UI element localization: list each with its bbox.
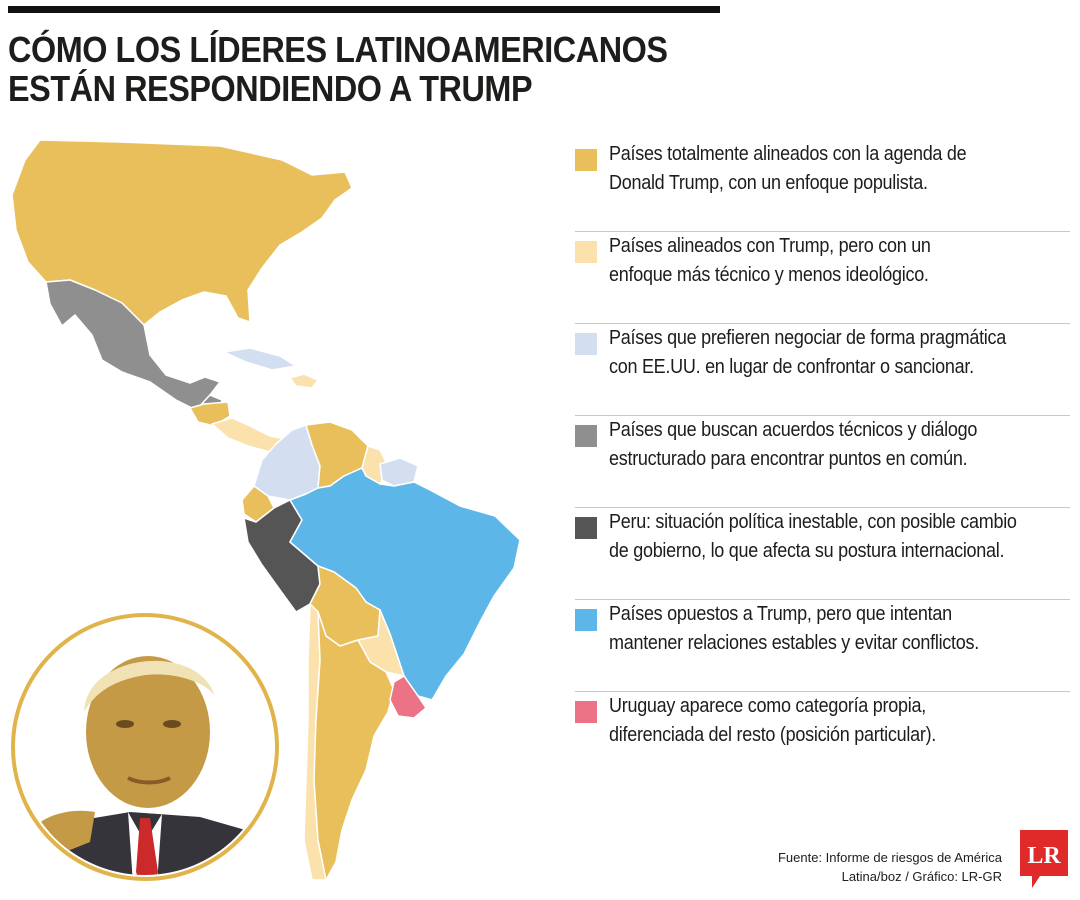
title-line-2: ESTÁN RESPONDIENDO A TRUMP bbox=[8, 68, 533, 109]
americas-map bbox=[11, 139, 521, 881]
source-credit: Fuente: Informe de riesgos de América La… bbox=[778, 848, 1002, 886]
legend-item: Países totalmente alineados con la agend… bbox=[575, 140, 1070, 232]
legend-line: con EE.UU. en lugar de confrontar o sanc… bbox=[609, 356, 974, 378]
legend-item: Peru: situación política inestable, con … bbox=[575, 508, 1070, 600]
legend-line: Uruguay aparece como categoría propia, bbox=[609, 695, 926, 717]
legend-line: diferenciada del resto (posición particu… bbox=[609, 724, 937, 746]
country-usa bbox=[11, 139, 353, 326]
face-shape bbox=[86, 656, 210, 808]
country-uruguay bbox=[389, 675, 427, 719]
legend-text: Países que prefieren negociar de forma p… bbox=[609, 324, 1024, 382]
legend-line: estructurado para encontrar puntos en co… bbox=[609, 448, 968, 470]
legend-swatch-technical-agreements bbox=[575, 425, 597, 447]
legend: Países totalmente alineados con la agend… bbox=[575, 140, 1070, 784]
legend-line: Donald Trump, con un enfoque populista. bbox=[609, 172, 928, 194]
legend-swatch-pragmatic bbox=[575, 333, 597, 355]
legend-text: Países totalmente alineados con la agend… bbox=[609, 140, 1024, 198]
legend-text: Uruguay aparece como categoría propia, d… bbox=[609, 692, 1024, 750]
legend-line: Peru: situación política inestable, con … bbox=[609, 511, 1017, 533]
legend-line: Países opuestos a Trump, pero que intent… bbox=[609, 603, 952, 625]
legend-item: Uruguay aparece como categoría propia, d… bbox=[575, 692, 1070, 784]
legend-line: enfoque más técnico y menos ideológico. bbox=[609, 264, 929, 286]
source-line-1: Fuente: Informe de riesgos de América bbox=[777, 850, 1002, 865]
legend-item: Países que buscan acuerdos técnicos y di… bbox=[575, 416, 1070, 508]
legend-swatch-populist-aligned bbox=[575, 149, 597, 171]
logo-text: LR bbox=[1027, 843, 1061, 869]
lr-logo-icon: LR bbox=[1020, 830, 1068, 888]
country-honduras bbox=[189, 401, 231, 427]
title-line-1: CÓMO LOS LÍDERES LATINOAMERICANOS bbox=[8, 29, 668, 70]
legend-text: Países alineados con Trump, pero con un … bbox=[609, 232, 1024, 290]
country-dominican-republic bbox=[289, 373, 319, 389]
hair-shape bbox=[84, 660, 215, 712]
legend-line: mantener relaciones estables y evitar co… bbox=[609, 632, 979, 654]
legend-line: de gobierno, lo que afecta su postura in… bbox=[609, 540, 1005, 562]
legend-line: Países que buscan acuerdos técnicos y di… bbox=[609, 419, 978, 441]
legend-item: Países que prefieren negociar de forma p… bbox=[575, 324, 1070, 416]
legend-text: Países opuestos a Trump, pero que intent… bbox=[609, 600, 1024, 658]
legend-item: Países opuestos a Trump, pero que intent… bbox=[575, 600, 1070, 692]
legend-line: Países que prefieren negociar de forma p… bbox=[609, 327, 1007, 349]
legend-swatch-technical-aligned bbox=[575, 241, 597, 263]
legend-swatch-uruguay bbox=[575, 701, 597, 723]
legend-text: Peru: situación política inestable, con … bbox=[609, 508, 1024, 566]
top-rule bbox=[8, 6, 720, 13]
legend-swatch-opposed bbox=[575, 609, 597, 631]
legend-text: Países que buscan acuerdos técnicos y di… bbox=[609, 416, 1024, 474]
legend-line: Países alineados con Trump, pero con un bbox=[609, 235, 931, 257]
source-line-2: Latina/boz / Gráfico: LR-GR bbox=[841, 869, 1002, 884]
tie-shape bbox=[136, 818, 158, 875]
leader-portrait bbox=[10, 602, 280, 892]
legend-line: Países totalmente alineados con la agend… bbox=[609, 143, 967, 165]
country-cuba bbox=[223, 347, 297, 371]
legend-item: Países alineados con Trump, pero con un … bbox=[575, 232, 1070, 324]
infographic-title: CÓMO LOS LÍDERES LATINOAMERICANOS ESTÁN … bbox=[8, 30, 692, 108]
country-argentina bbox=[313, 611, 395, 881]
legend-swatch-peru bbox=[575, 517, 597, 539]
